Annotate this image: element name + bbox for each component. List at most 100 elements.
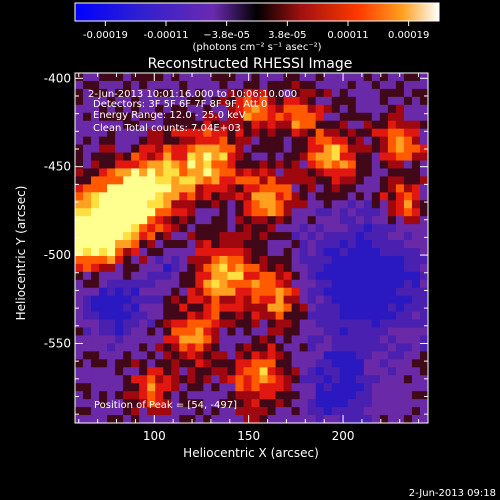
heatmap-cell [347, 335, 357, 344]
heatmap-cell [291, 415, 301, 423]
heatmap-cell [139, 255, 148, 265]
heatmap-cell [219, 176, 228, 185]
heatmap-cell [195, 255, 204, 265]
heatmap-cell [363, 263, 373, 273]
chart-title: Reconstructed RHESSI Image [148, 56, 353, 72]
heatmap-cell [147, 152, 156, 161]
heatmap-cell [131, 399, 140, 408]
heatmap-cell [323, 208, 333, 217]
heatmap-cell [387, 383, 397, 392]
heatmap-cell [379, 216, 389, 225]
heatmap-cell [187, 128, 196, 138]
heatmap-cell [259, 319, 268, 328]
heatmap-cell [163, 152, 172, 161]
heatmap-cell [179, 271, 188, 281]
heatmap-cell [131, 279, 140, 289]
heatmap-cell [259, 96, 268, 106]
heatmap-cell [403, 80, 413, 90]
heatmap-cell [395, 152, 405, 161]
heatmap-cell [235, 359, 244, 368]
y-tick-label: -450 [44, 160, 71, 174]
heatmap-cell [107, 295, 116, 305]
heatmap-cell [331, 232, 341, 241]
heatmap-cell [155, 367, 164, 376]
footer-timestamp: 2-Jun-2013 09:18 [409, 488, 496, 499]
heatmap-cell [363, 391, 373, 400]
heatmap-cell [187, 224, 196, 233]
heatmap-cell [291, 240, 301, 249]
heatmap-cell [195, 128, 204, 138]
heatmap-cell [395, 240, 405, 249]
heatmap-cell [339, 343, 349, 352]
colorbar-ticks: -0.00019 -0.00011 −3.8e-05 3.8e-05 0.00011 0.… [83, 21, 429, 41]
heatmap-cell [227, 343, 236, 352]
heatmap-cell [363, 160, 373, 169]
heatmap-cell [331, 208, 341, 217]
heatmap-cell [187, 176, 196, 185]
heatmap-cell [163, 168, 172, 177]
heatmap-cell [283, 311, 293, 320]
heatmap-cell [139, 200, 148, 209]
heatmap-cell [171, 279, 180, 289]
heatmap-cell [323, 184, 333, 193]
heatmap-cell [347, 351, 357, 360]
heatmap-cell [339, 224, 349, 233]
heatmap-cell [283, 319, 293, 328]
heatmap-cell [123, 319, 132, 328]
heatmap-cell [275, 184, 284, 193]
heatmap-cell [267, 176, 276, 185]
heatmap-cell [131, 184, 140, 193]
heatmap-cell [395, 176, 405, 185]
heatmap-cell [315, 335, 325, 344]
heatmap-cell [395, 351, 405, 360]
heatmap-cell [75, 112, 84, 122]
heatmap-cell [227, 335, 236, 344]
heatmap-cell [307, 391, 317, 400]
heatmap-cell [355, 144, 365, 153]
heatmap-cell [315, 160, 325, 169]
heatmap-cell [275, 216, 284, 225]
heatmap-cell [267, 104, 276, 114]
heatmap-cell [115, 415, 124, 423]
heatmap-cell [139, 224, 148, 233]
heatmap-cell [419, 279, 428, 289]
heatmap-cell [235, 367, 244, 376]
heatmap-cell [275, 391, 284, 400]
heatmap-cell [331, 96, 341, 106]
heatmap-cell [395, 391, 405, 400]
heatmap-cell [139, 295, 148, 305]
heatmap-cell [403, 240, 413, 249]
heatmap-cell [187, 232, 196, 241]
heatmap-cell [355, 391, 365, 400]
heatmap-cell [395, 168, 405, 177]
heatmap-cell [347, 208, 357, 217]
heatmap-cell [123, 168, 132, 177]
heatmap-cell [403, 271, 413, 281]
heatmap-cell [147, 351, 156, 360]
heatmap-cell [411, 136, 421, 145]
heatmap-cell [179, 224, 188, 233]
heatmap-cell [339, 240, 349, 249]
heatmap-cell [283, 112, 293, 122]
heatmap-cell [347, 176, 357, 185]
heatmap-cell [187, 335, 196, 344]
heatmap-cell [323, 200, 333, 209]
heatmap-cell [235, 232, 244, 241]
heatmap-cell [219, 96, 228, 106]
heatmap-cell [227, 263, 236, 273]
heatmap-cell [251, 343, 260, 352]
heatmap-cell [251, 271, 260, 281]
heatmap-cell [211, 383, 220, 392]
heatmap-cell [83, 295, 92, 305]
heatmap-cell [147, 224, 156, 233]
heatmap-cell [347, 160, 357, 169]
heatmap-cell [99, 367, 108, 376]
heatmap-cell [331, 407, 341, 416]
heatmap-cell [299, 136, 309, 145]
heatmap-cell [403, 160, 413, 169]
heatmap-cell [179, 407, 188, 416]
heatmap-cell [155, 327, 164, 336]
heatmap-cell [211, 96, 220, 106]
heatmap-cell [291, 224, 301, 233]
heatmap-cell [339, 200, 349, 209]
